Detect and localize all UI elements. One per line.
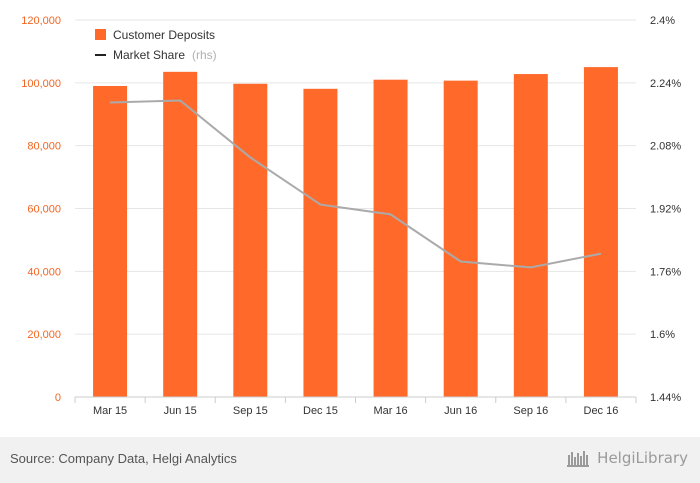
right-tick-label: 2.24% xyxy=(650,78,681,90)
bar xyxy=(303,88,338,398)
axes xyxy=(74,396,637,403)
left-tick-label: 100,000 xyxy=(21,78,61,90)
right-axis-ticks: 1.44% 1.6% 1.76% 1.92% 2.08% 2.24% 2.4% xyxy=(650,15,681,404)
bar xyxy=(233,83,268,398)
gridlines xyxy=(75,19,636,335)
legend-label-deposits: Customer Deposits xyxy=(113,28,215,42)
market-share-line xyxy=(110,99,602,269)
right-tick-label: 1.76% xyxy=(650,266,681,278)
library-icon xyxy=(567,451,590,467)
left-tick-label: 120,000 xyxy=(21,15,61,27)
market-share-polyline xyxy=(110,99,602,269)
deposit-bars xyxy=(93,67,618,398)
x-tick-label: Mar 16 xyxy=(373,405,407,417)
x-tick-label: Dec 16 xyxy=(584,405,619,417)
left-tick-label: 80,000 xyxy=(27,141,61,153)
left-tick-label: 40,000 xyxy=(27,266,61,278)
bar xyxy=(93,85,128,397)
left-axis-ticks: 0 20,000 40,000 60,000 80,000 100,000 120,000 xyxy=(21,15,61,404)
x-tick-label: Dec 15 xyxy=(303,405,338,417)
legend: Customer Deposits Market Share (rhs) xyxy=(95,28,217,62)
x-tick-label: Jun 15 xyxy=(164,405,197,417)
x-tick-label: Jun 16 xyxy=(444,405,477,417)
bar xyxy=(443,80,478,398)
x-tick-label: Mar 15 xyxy=(93,405,127,417)
source-text: Source: Company Data, Helgi Analytics xyxy=(10,451,237,466)
legend-swatch-deposits xyxy=(95,29,106,40)
combo-chart: 020,00040,00060,00080,000100,000120,000 … xyxy=(21,15,681,417)
logo-text: HelgiLibrary xyxy=(597,449,688,467)
footer: Source: Company Data, Helgi Analytics He… xyxy=(0,437,700,483)
helgi-library-logo: HelgiLibrary xyxy=(567,449,688,467)
right-tick-label: 1.6% xyxy=(650,329,675,341)
bar xyxy=(373,79,408,398)
bar xyxy=(583,67,618,397)
legend-note-rhs: (rhs) xyxy=(192,48,217,62)
right-tick-label: 2.08% xyxy=(650,141,681,153)
right-tick-label: 1.92% xyxy=(650,204,681,216)
left-tick-label: 20,000 xyxy=(27,329,61,341)
bar xyxy=(163,71,198,398)
right-tick-label: 1.44% xyxy=(650,392,681,404)
left-tick-label: 0 xyxy=(55,392,61,404)
right-tick-label: 2.4% xyxy=(650,15,675,27)
x-tick-label: Sep 15 xyxy=(233,405,268,417)
legend-label-market-share: Market Share xyxy=(113,48,185,62)
left-tick-label: 60,000 xyxy=(27,204,61,216)
x-tick-label: Sep 16 xyxy=(513,405,548,417)
bar xyxy=(513,74,548,397)
x-axis-ticks: Mar 15 Jun 15 Sep 15 Dec 15 Mar 16 Jun 16 Sep … xyxy=(93,405,618,417)
